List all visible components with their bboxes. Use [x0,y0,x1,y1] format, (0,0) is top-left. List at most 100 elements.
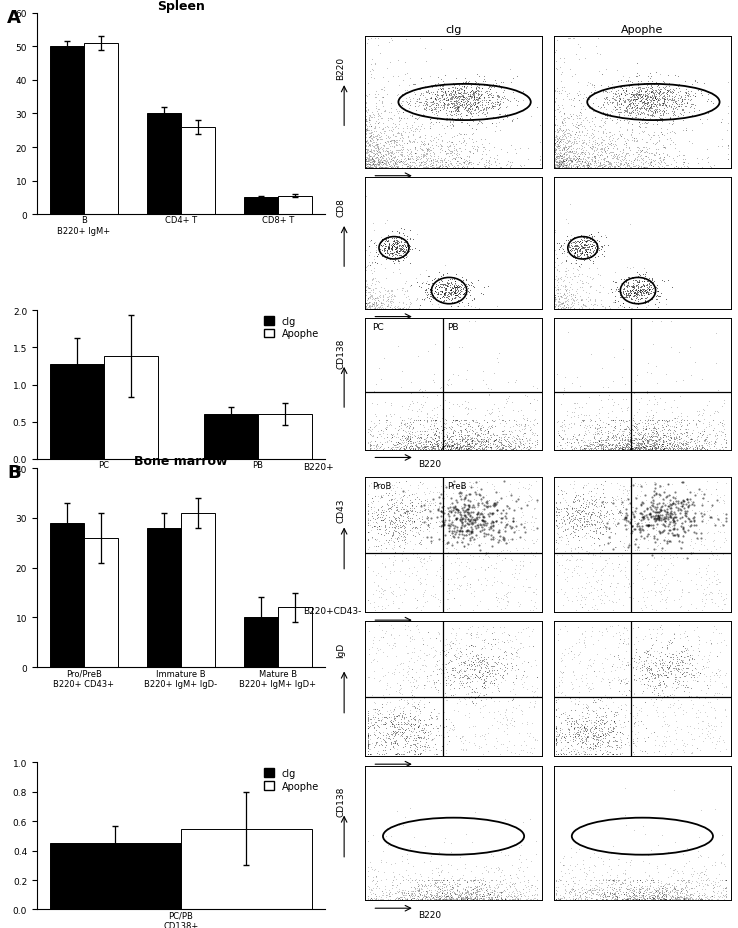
Point [594,888,606,903]
Point [438,287,449,302]
Point [551,680,562,695]
Point [449,280,461,295]
Point [478,688,490,702]
Point [441,99,453,114]
Point [559,280,571,295]
Point [596,722,608,737]
Point [390,747,401,762]
Point [362,161,374,175]
Point [383,707,395,722]
Point [524,431,536,445]
Point [675,89,687,104]
Point [560,485,572,500]
Point [633,892,645,907]
Point [417,418,429,432]
Point [480,439,492,454]
Point [446,637,458,651]
Point [582,519,593,534]
Point [677,638,689,653]
Point [369,704,381,719]
Point [639,89,651,104]
Point [588,857,600,872]
Point [451,437,463,452]
Point [551,160,563,174]
Point [630,440,641,455]
Point [472,96,484,110]
Point [463,145,475,160]
Point [374,479,386,494]
Point [365,596,376,611]
Point [399,739,411,754]
Point [661,84,672,98]
Point [449,103,461,118]
Point [610,158,622,173]
Point [551,883,562,897]
Point [658,493,669,508]
Point [588,149,600,164]
Point [375,490,387,505]
Point [641,677,653,691]
Point [620,393,632,407]
Point [404,432,416,446]
Point [366,151,378,166]
Point [370,431,382,445]
Point [579,501,591,516]
Point [469,300,481,315]
Point [462,880,474,895]
Point [668,432,680,447]
Point [443,439,455,454]
Point [377,292,389,307]
Point [509,891,521,906]
Point [418,432,430,447]
Point [370,870,382,884]
Point [583,228,595,243]
Point [631,368,643,383]
Point [418,148,430,163]
Point [485,677,497,691]
Point [556,68,568,83]
Point [430,890,441,905]
Point [695,535,707,549]
Point [627,78,639,93]
Point [587,570,599,585]
Point [410,499,421,514]
Point [397,156,409,171]
Point [396,720,407,735]
Point [495,92,507,107]
Point [578,234,590,249]
Bar [181,128,215,214]
Point [634,427,646,442]
Point [368,520,379,535]
Point [425,496,437,511]
Point [386,442,398,457]
Point [367,428,379,443]
Point [582,728,593,743]
Point [446,438,458,453]
Point [461,102,473,117]
Point [396,413,407,428]
Point [590,499,602,514]
Point [719,735,731,750]
Point [381,244,393,259]
Point [658,435,670,450]
Point [608,587,620,602]
Point [393,628,405,643]
Point [393,475,404,490]
Point [387,717,399,732]
Point [424,98,436,113]
Point [486,891,498,906]
Point [621,429,632,444]
Point [506,713,517,728]
Point [648,522,660,536]
Point [523,728,535,743]
Point [639,488,651,503]
Point [450,95,462,110]
Point [599,740,611,754]
Point [375,508,387,522]
Point [551,122,563,137]
Point [575,739,587,754]
Point [480,883,492,897]
Point [427,720,438,735]
Point [708,434,720,449]
Point [663,717,675,732]
